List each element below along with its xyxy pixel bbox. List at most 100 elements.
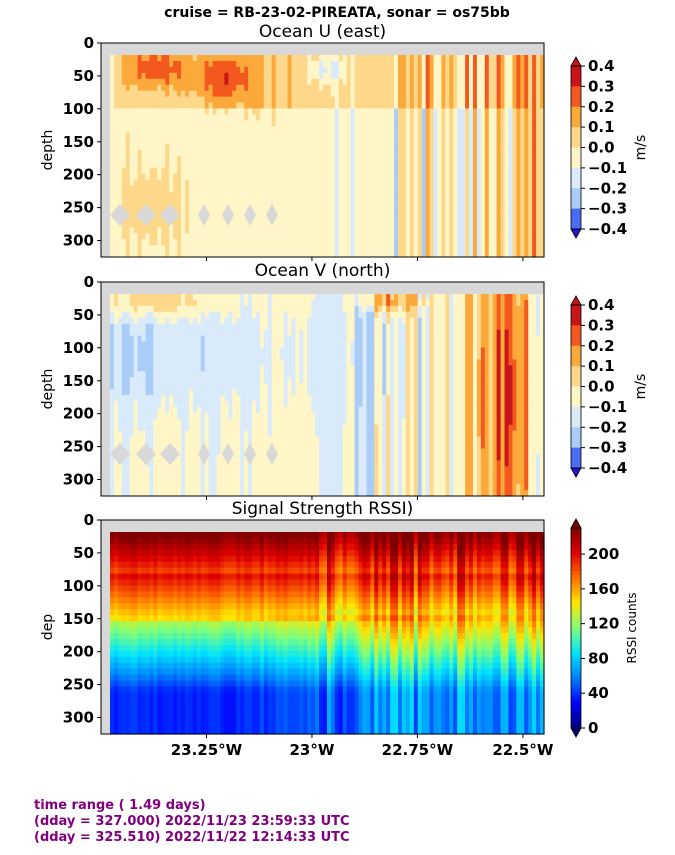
heatmap-cell [204, 305, 210, 313]
heatmap-cell [196, 150, 202, 157]
heatmap-cell [366, 167, 371, 175]
heatmap-cell [295, 173, 300, 181]
heatmap-cell [315, 84, 320, 92]
heatmap-cell [110, 299, 115, 307]
heatmap-cell [113, 72, 119, 80]
heatmap-cell [421, 203, 427, 211]
heatmap-cell [204, 418, 210, 426]
heatmap-cell [248, 138, 253, 145]
heatmap-cell [275, 197, 281, 205]
heatmap-cell [512, 251, 517, 258]
heatmap-cell [267, 84, 273, 92]
heatmap-cell [129, 144, 135, 151]
heatmap-cell [200, 179, 206, 187]
heatmap-cell [184, 108, 190, 116]
heatmap-cell [248, 173, 253, 181]
heatmap-cell [429, 72, 435, 80]
heatmap-cell [476, 120, 482, 127]
heatmap-cell [323, 161, 328, 169]
heatmap-cell [409, 96, 415, 104]
heatmap-cell [299, 55, 304, 62]
heatmap-cell [291, 156, 297, 163]
heatmap-cell [244, 167, 249, 175]
heatmap-cell [208, 347, 214, 355]
heatmap-cell [504, 138, 510, 145]
heatmap-cell [125, 245, 131, 252]
heatmap-cell [390, 251, 395, 258]
heatmap-cell [409, 102, 415, 110]
heatmap-cell [196, 132, 202, 139]
heatmap-cell [437, 233, 443, 240]
heatmap-cell [220, 371, 226, 378]
heatmap-cell [394, 191, 399, 199]
heatmap-cell [287, 179, 293, 187]
heatmap-cell [267, 144, 273, 151]
heatmap-cell [184, 335, 190, 343]
heatmap-cell [248, 179, 253, 187]
heatmap-cell [259, 203, 265, 211]
heatmap-cell [161, 173, 166, 181]
heatmap-cell [334, 215, 340, 222]
heatmap-cell [484, 156, 490, 163]
heatmap-cell [271, 251, 277, 258]
heatmap-cell [240, 311, 245, 319]
heatmap-cell [157, 412, 162, 420]
heatmap-cell [145, 197, 151, 205]
heatmap-cell [350, 173, 356, 181]
heatmap-cell [232, 245, 237, 252]
heatmap-cell [220, 377, 226, 384]
heatmap-cell [394, 96, 399, 104]
heatmap-cell [169, 90, 174, 98]
heatmap-cell [129, 84, 135, 92]
heatmap-cell [441, 120, 446, 127]
heatmap-cell [169, 389, 174, 396]
heatmap-cell [113, 430, 119, 438]
heatmap-cell [390, 161, 395, 169]
heatmap-cell [184, 490, 190, 497]
heatmap-cell [520, 55, 525, 62]
heatmap-cell [382, 132, 387, 139]
heatmap-cell [469, 66, 474, 74]
heatmap-cell [429, 108, 435, 116]
heatmap-cell [327, 203, 332, 211]
heatmap-cell [457, 66, 462, 74]
heatmap-cell [149, 377, 154, 384]
heatmap-cell [196, 108, 202, 116]
heatmap-cell [212, 484, 218, 491]
heatmap-cell [401, 114, 407, 121]
heatmap-cell [188, 329, 194, 337]
heatmap-cell [303, 96, 308, 104]
heatmap-cell [204, 460, 210, 467]
heatmap-cell [169, 96, 174, 104]
heatmap-cell [184, 72, 190, 80]
heatmap-cell [228, 60, 233, 68]
heatmap-cell [350, 203, 356, 211]
heatmap-cell [480, 60, 486, 68]
heatmap-cell [188, 215, 194, 222]
heatmap-cell [524, 161, 529, 169]
heatmap-cell [161, 353, 166, 360]
heatmap-cell [157, 126, 162, 133]
heatmap-cell [287, 120, 293, 127]
heatmap-cell [358, 215, 364, 222]
heatmap-cell [121, 406, 127, 414]
heatmap-cell [141, 430, 147, 438]
missing-data-gap [110, 204, 130, 226]
heatmap-cell [263, 60, 269, 68]
heatmap-cell [181, 114, 186, 121]
heatmap-cell [236, 108, 241, 116]
heatmap-cell [528, 150, 533, 157]
heatmap-cell [181, 233, 186, 240]
heatmap-cell [275, 96, 281, 104]
heatmap-cell [137, 335, 143, 343]
heatmap-cell [492, 72, 498, 80]
heatmap-cell [476, 209, 482, 217]
heatmap-cell [469, 55, 474, 62]
heatmap-cell [113, 60, 119, 68]
heatmap-cell [382, 55, 387, 62]
heatmap-cell [236, 436, 241, 444]
heatmap-cell [405, 138, 411, 145]
heatmap-cell [350, 72, 356, 80]
heatmap-cell [181, 442, 186, 450]
heatmap-cell [540, 251, 545, 258]
